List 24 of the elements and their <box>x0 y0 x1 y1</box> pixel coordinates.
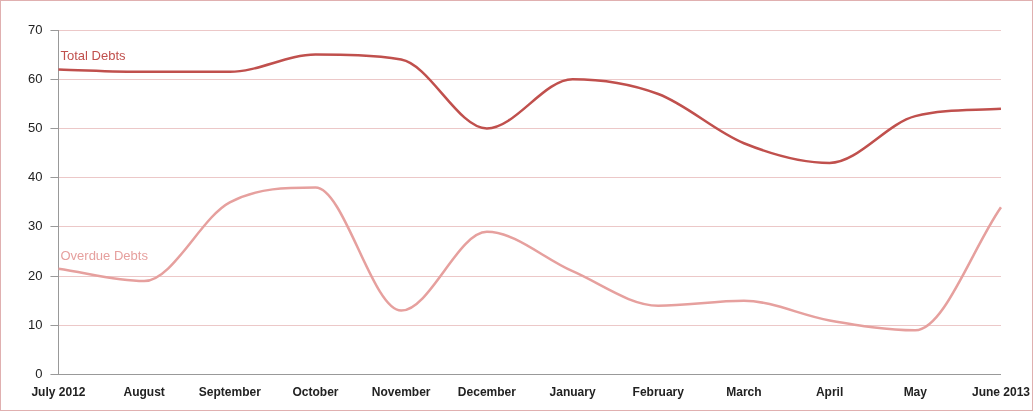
series-label: Overdue Debts <box>60 247 149 263</box>
x-tick-label: December <box>457 385 517 400</box>
line-series <box>57 186 1003 332</box>
x-tick-label: January <box>549 385 596 400</box>
x-tick-label: November <box>371 385 431 400</box>
y-tick-label: 70 <box>27 21 43 37</box>
x-tick-label: August <box>123 385 165 400</box>
y-tick-label: 50 <box>27 120 43 136</box>
x-tick-label: March <box>726 385 762 400</box>
x-tick-label: February <box>632 385 685 400</box>
x-tick-label: July 2012 <box>31 385 86 400</box>
x-tick-label: May <box>903 385 928 400</box>
x-tick-label: June 2013 <box>971 385 1031 400</box>
y-tick-label: 10 <box>27 316 43 332</box>
y-tick-label: 20 <box>27 267 43 283</box>
y-tick-label: 60 <box>27 70 43 86</box>
x-tick-label: September <box>198 385 262 400</box>
y-tick-label: 40 <box>27 169 43 185</box>
y-tick-label: 30 <box>27 218 43 234</box>
y-tick-label: 0 <box>35 366 43 382</box>
line-series <box>57 53 1003 165</box>
series-label: Total Debts <box>60 48 126 64</box>
x-tick-label: April <box>815 385 844 400</box>
x-tick-label: October <box>292 385 339 400</box>
